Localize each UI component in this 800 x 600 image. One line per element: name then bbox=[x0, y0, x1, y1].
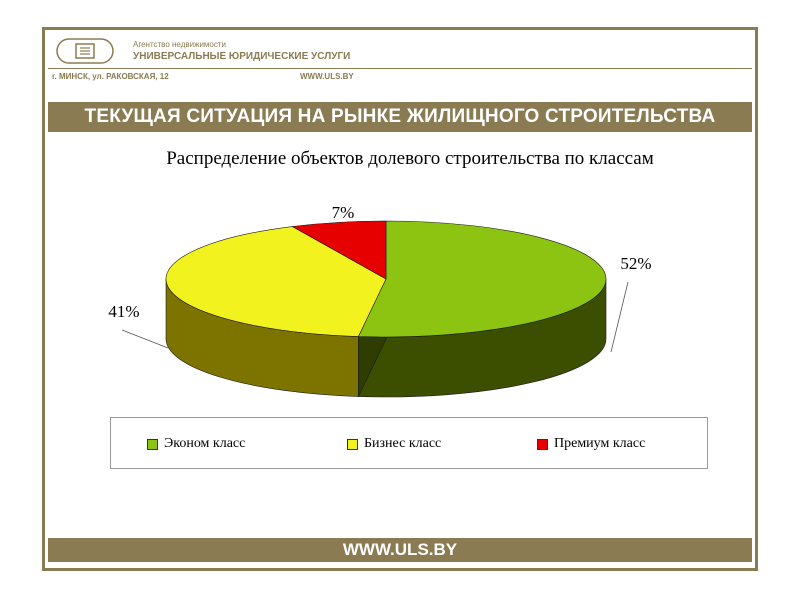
agency-name: УНИВЕРСАЛЬНЫЕ ЮРИДИЧЕСКИЕ УСЛУГИ bbox=[133, 51, 351, 62]
pie-slice-economy bbox=[357, 220, 607, 338]
header-divider bbox=[48, 68, 752, 69]
chart-title: Распределение объектов долевого строител… bbox=[166, 148, 654, 169]
legend-item-business: Бизнес класс bbox=[347, 436, 442, 451]
legend-item-premium: Премиум класс bbox=[537, 436, 646, 451]
legend-swatch-economy bbox=[147, 438, 158, 450]
pie-slice-business bbox=[165, 226, 387, 337]
legend-label-business: Бизнес класс bbox=[364, 436, 442, 451]
slide-title: ТЕКУЩАЯ СИТУАЦИЯ НА РЫНКЕ ЖИЛИЩНОГО СТРО… bbox=[84, 106, 716, 127]
header-website[interactable]: WWW.ULS.BY bbox=[300, 72, 354, 81]
company-logo-icon bbox=[56, 38, 114, 64]
legend-swatch-premium bbox=[537, 438, 548, 450]
chart-legend: Эконом класс Бизнес класс Премиум класс bbox=[110, 417, 708, 469]
agency-type: Агентство недвижимости bbox=[133, 40, 226, 49]
pie-slice-premium bbox=[291, 220, 387, 280]
data-label-economy: 52% bbox=[620, 254, 651, 273]
footer-website[interactable]: WWW.ULS.BY bbox=[342, 540, 458, 559]
footer-bar: WWW.ULS.BY bbox=[48, 538, 752, 562]
slide-title-bar: ТЕКУЩАЯ СИТУАЦИЯ НА РЫНКЕ ЖИЛИЩНОГО СТРО… bbox=[48, 102, 752, 132]
legend-item-economy: Эконом класс bbox=[147, 436, 246, 451]
legend-label-premium: Премиум класс bbox=[554, 436, 646, 451]
agency-address: г. МИНСК, ул. РАКОВСКАЯ, 12 bbox=[52, 72, 169, 81]
legend-swatch-business bbox=[347, 438, 358, 450]
leader-line-business bbox=[121, 329, 169, 349]
leader-line-economy bbox=[610, 281, 629, 353]
data-label-premium: 7% bbox=[332, 203, 355, 222]
data-label-business: 41% bbox=[108, 302, 139, 321]
legend-label-economy: Эконом класс bbox=[164, 436, 246, 451]
